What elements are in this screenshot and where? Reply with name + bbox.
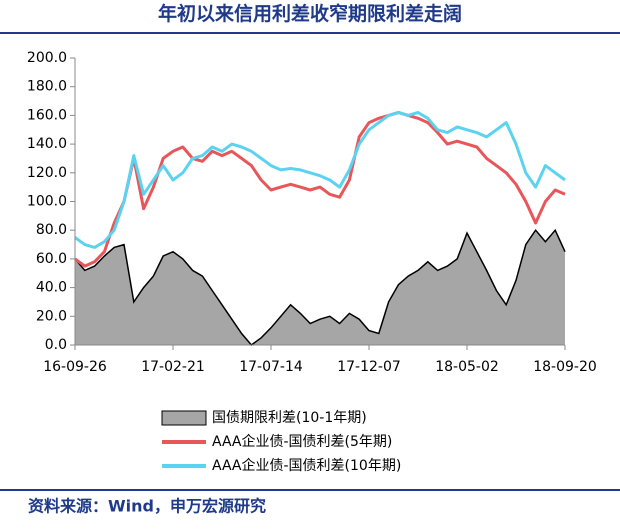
y-tick-label: 20.0 — [36, 308, 67, 324]
legend-label: AAA企业债-国债利差(5年期) — [212, 433, 392, 450]
legend-label: AAA企业债-国债利差(10年期) — [212, 457, 401, 474]
x-tick-label: 18-05-02 — [435, 359, 499, 375]
y-tick-label: 40.0 — [36, 280, 67, 296]
x-tick-label: 16-09-26 — [43, 359, 107, 375]
area-outline — [74, 228, 566, 347]
y-tick-label: 60.0 — [36, 251, 67, 267]
y-tick-label: 200.0 — [27, 50, 67, 66]
y-tick-label: 180.0 — [27, 79, 67, 95]
x-tick-label: 17-02-21 — [141, 359, 205, 375]
x-tick-label: 17-12-07 — [337, 359, 401, 375]
legend-swatch — [161, 410, 207, 426]
chart-title: 年初以来信用利差收窄期限利差走阔 — [158, 2, 462, 25]
source-note: 资料来源：Wind，申万宏源研究 — [28, 497, 266, 516]
y-tick-label: 120.0 — [27, 165, 67, 181]
y-tick-label: 0.0 — [45, 337, 67, 353]
line — [74, 111, 566, 249]
legend-label: 国债期限利差(10-1年期) — [212, 410, 367, 426]
area — [75, 230, 565, 345]
x-tick-label: 18-09-20 — [533, 359, 597, 375]
x-tick-label: 17-07-14 — [239, 359, 303, 375]
y-tick-label: 80.0 — [36, 222, 67, 238]
y-tick-label: 140.0 — [27, 136, 67, 152]
y-tick-label: 100.0 — [27, 194, 67, 210]
y-tick-label: 160.0 — [27, 107, 67, 123]
